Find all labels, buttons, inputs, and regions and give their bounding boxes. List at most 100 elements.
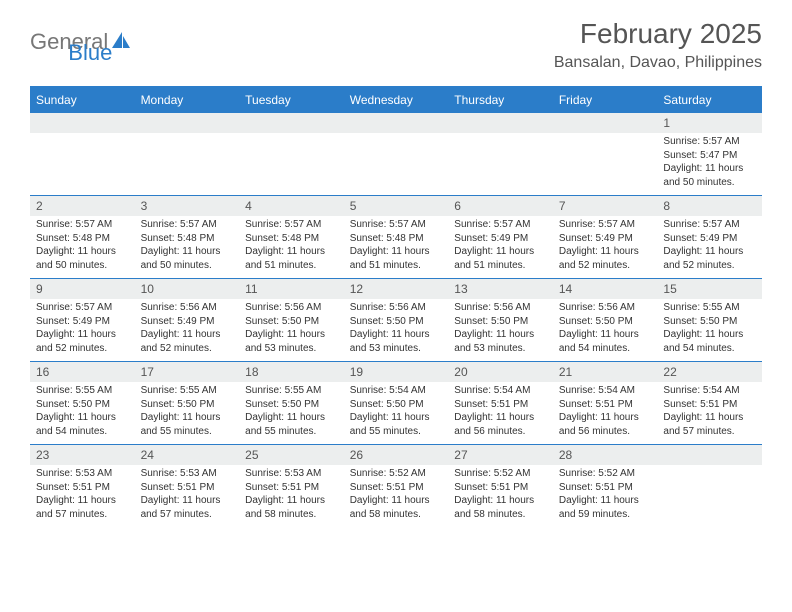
sunrise-text: Sunrise: 5:53 AM [36,467,129,481]
day-number [30,113,135,133]
daylight-text: Daylight: 11 hours and 52 minutes. [559,245,652,272]
day-number [239,113,344,133]
day-number: 17 [135,362,240,382]
day-number: 4 [239,196,344,216]
day-number: 19 [344,362,449,382]
sunset-text: Sunset: 5:50 PM [454,315,547,329]
sunset-text: Sunset: 5:49 PM [559,232,652,246]
dow-friday: Friday [553,87,658,113]
sunset-text: Sunset: 5:50 PM [559,315,652,329]
sunset-text: Sunset: 5:49 PM [663,232,756,246]
day-number: 28 [553,445,658,465]
daylight-text: Daylight: 11 hours and 51 minutes. [350,245,443,272]
day-cell: Sunrise: 5:53 AMSunset: 5:51 PMDaylight:… [30,465,135,527]
sunrise-text: Sunrise: 5:57 AM [36,218,129,232]
day-cell: Sunrise: 5:57 AMSunset: 5:48 PMDaylight:… [344,216,449,278]
day-cell: Sunrise: 5:53 AMSunset: 5:51 PMDaylight:… [239,465,344,527]
daylight-text: Daylight: 11 hours and 58 minutes. [245,494,338,521]
daylight-text: Daylight: 11 hours and 55 minutes. [350,411,443,438]
week-row: Sunrise: 5:57 AMSunset: 5:49 PMDaylight:… [30,299,762,361]
day-number: 6 [448,196,553,216]
daylight-text: Daylight: 11 hours and 55 minutes. [141,411,234,438]
day-number: 11 [239,279,344,299]
dow-saturday: Saturday [657,87,762,113]
daynum-row: 2345678 [30,196,762,216]
sunrise-text: Sunrise: 5:57 AM [559,218,652,232]
day-cell [657,465,762,527]
daylight-text: Daylight: 11 hours and 57 minutes. [663,411,756,438]
sunset-text: Sunset: 5:49 PM [454,232,547,246]
dow-thursday: Thursday [448,87,553,113]
daylight-text: Daylight: 11 hours and 54 minutes. [663,328,756,355]
sunrise-text: Sunrise: 5:54 AM [663,384,756,398]
sunrise-text: Sunrise: 5:54 AM [454,384,547,398]
sunrise-text: Sunrise: 5:55 AM [663,301,756,315]
sunrise-text: Sunrise: 5:56 AM [559,301,652,315]
day-cell [239,133,344,195]
day-cell: Sunrise: 5:57 AMSunset: 5:49 PMDaylight:… [553,216,658,278]
weeks-container: 1Sunrise: 5:57 AMSunset: 5:47 PMDaylight… [30,113,762,527]
day-number [344,113,449,133]
day-number: 26 [344,445,449,465]
day-number: 27 [448,445,553,465]
dow-tuesday: Tuesday [239,87,344,113]
day-number: 7 [553,196,658,216]
sunset-text: Sunset: 5:48 PM [245,232,338,246]
sunrise-text: Sunrise: 5:57 AM [36,301,129,315]
sunset-text: Sunset: 5:50 PM [245,398,338,412]
day-cell: Sunrise: 5:54 AMSunset: 5:51 PMDaylight:… [553,382,658,444]
sunset-text: Sunset: 5:51 PM [350,481,443,495]
daylight-text: Daylight: 11 hours and 56 minutes. [454,411,547,438]
day-number: 16 [30,362,135,382]
sunset-text: Sunset: 5:50 PM [36,398,129,412]
dow-sunday: Sunday [30,87,135,113]
daylight-text: Daylight: 11 hours and 50 minutes. [36,245,129,272]
dow-wednesday: Wednesday [344,87,449,113]
sunrise-text: Sunrise: 5:54 AM [559,384,652,398]
day-cell: Sunrise: 5:52 AMSunset: 5:51 PMDaylight:… [448,465,553,527]
day-cell: Sunrise: 5:52 AMSunset: 5:51 PMDaylight:… [553,465,658,527]
daylight-text: Daylight: 11 hours and 53 minutes. [454,328,547,355]
daylight-text: Daylight: 11 hours and 50 minutes. [141,245,234,272]
page-title: February 2025 [554,18,762,50]
day-number: 13 [448,279,553,299]
day-number: 21 [553,362,658,382]
sunset-text: Sunset: 5:51 PM [245,481,338,495]
day-number: 24 [135,445,240,465]
week-row: Sunrise: 5:55 AMSunset: 5:50 PMDaylight:… [30,382,762,444]
sunset-text: Sunset: 5:51 PM [141,481,234,495]
sunset-text: Sunset: 5:49 PM [36,315,129,329]
day-cell: Sunrise: 5:56 AMSunset: 5:50 PMDaylight:… [553,299,658,361]
day-cell: Sunrise: 5:52 AMSunset: 5:51 PMDaylight:… [344,465,449,527]
day-cell: Sunrise: 5:55 AMSunset: 5:50 PMDaylight:… [135,382,240,444]
sunset-text: Sunset: 5:51 PM [559,398,652,412]
day-number [135,113,240,133]
daynum-row: 1 [30,113,762,133]
sail-icon [110,30,132,55]
day-cell: Sunrise: 5:55 AMSunset: 5:50 PMDaylight:… [657,299,762,361]
sunrise-text: Sunrise: 5:55 AM [245,384,338,398]
daylight-text: Daylight: 11 hours and 52 minutes. [36,328,129,355]
daylight-text: Daylight: 11 hours and 54 minutes. [36,411,129,438]
sunrise-text: Sunrise: 5:56 AM [454,301,547,315]
sunrise-text: Sunrise: 5:57 AM [663,218,756,232]
sunset-text: Sunset: 5:50 PM [245,315,338,329]
day-number: 5 [344,196,449,216]
day-cell: Sunrise: 5:56 AMSunset: 5:50 PMDaylight:… [344,299,449,361]
sunrise-text: Sunrise: 5:57 AM [454,218,547,232]
location-text: Bansalan, Davao, Philippines [554,54,762,72]
sunrise-text: Sunrise: 5:57 AM [350,218,443,232]
day-number: 25 [239,445,344,465]
day-cell: Sunrise: 5:56 AMSunset: 5:50 PMDaylight:… [239,299,344,361]
sunrise-text: Sunrise: 5:57 AM [663,135,756,149]
sunrise-text: Sunrise: 5:56 AM [141,301,234,315]
sunset-text: Sunset: 5:51 PM [559,481,652,495]
day-cell [553,133,658,195]
dow-monday: Monday [135,87,240,113]
day-number: 15 [657,279,762,299]
day-number: 2 [30,196,135,216]
day-number: 8 [657,196,762,216]
day-cell: Sunrise: 5:56 AMSunset: 5:50 PMDaylight:… [448,299,553,361]
daylight-text: Daylight: 11 hours and 58 minutes. [454,494,547,521]
day-cell: Sunrise: 5:57 AMSunset: 5:48 PMDaylight:… [135,216,240,278]
